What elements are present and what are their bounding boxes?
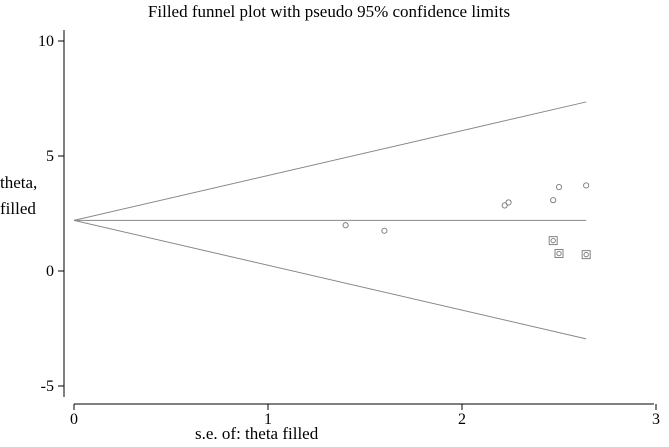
y-tick-label: -5 — [41, 378, 54, 395]
observed-study-point — [555, 183, 563, 191]
axes: 10 5 0 -5 0 1 2 3 — [38, 30, 660, 428]
observed-study-point — [550, 197, 557, 204]
y-axis-label: theta, filled — [0, 170, 40, 222]
x-tick-label: 2 — [458, 411, 466, 428]
x-axis-label: s.e. of: theta filled — [195, 424, 319, 443]
filled-study-point — [548, 236, 558, 246]
y-tick-label: 0 — [46, 263, 54, 280]
observed-study-point — [381, 227, 388, 234]
x-tick-label: 0 — [70, 411, 78, 428]
funnel-upper-limit — [73, 101, 587, 221]
y-axis-label-line-2: filled — [0, 199, 36, 218]
funnel-lines — [73, 101, 587, 340]
funnel-lower-limit — [73, 219, 587, 340]
x-tick-label: 3 — [652, 411, 660, 428]
chart-title: Filled funnel plot with pseudo 95% confi… — [147, 2, 511, 21]
y-axis-label-line-1: theta, — [0, 173, 38, 192]
observed-study-point — [583, 182, 590, 189]
filled-study-point — [554, 249, 564, 258]
observed-study-point — [342, 222, 349, 229]
y-tick-label: 10 — [38, 33, 54, 50]
data-points — [342, 182, 591, 260]
observed-study-point — [501, 202, 508, 209]
observed-study-point — [505, 199, 512, 206]
y-tick-label: 5 — [46, 148, 54, 165]
filled-study-point — [581, 250, 591, 260]
x-tick-label: 1 — [264, 411, 272, 428]
